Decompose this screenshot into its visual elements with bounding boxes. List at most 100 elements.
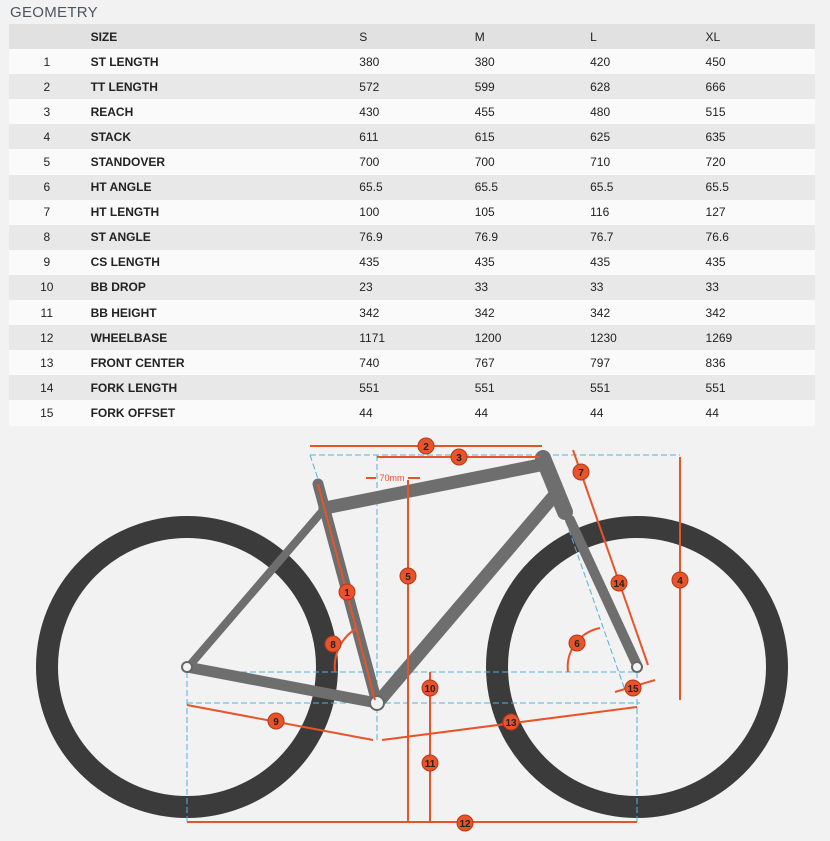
value-l: 76.7 <box>584 224 700 250</box>
marker-label: 14 <box>613 579 625 590</box>
marker-circle <box>502 713 520 731</box>
header-num <box>9 24 85 50</box>
value-l: 435 <box>584 249 700 275</box>
value-xl: 551 <box>699 375 815 401</box>
value-m: 342 <box>468 300 585 326</box>
marker-circle <box>450 448 468 466</box>
value-s: 1171 <box>353 325 469 351</box>
row-label: STACK <box>84 124 354 150</box>
row-label: WHEELBASE <box>84 325 354 351</box>
value-m: 767 <box>468 350 585 376</box>
geometry-table: SIZE S M L XL 1 ST LENGTH 380 380 420 450 2 TT … <box>9 24 815 426</box>
header-l: L <box>584 24 700 50</box>
row-number: 15 <box>9 400 85 426</box>
chainstay <box>181 661 383 709</box>
top-tube <box>318 458 547 515</box>
value-l: 710 <box>584 149 700 175</box>
marker-label: 1 <box>344 588 350 599</box>
marker-label: 2 <box>423 442 429 453</box>
value-xl: 65.5 <box>699 174 815 200</box>
seatstay <box>186 504 329 669</box>
row-label: CS LENGTH <box>84 249 354 275</box>
rear-axle <box>181 661 193 673</box>
marker-circle <box>568 634 586 652</box>
row-label: HT ANGLE <box>84 174 354 200</box>
value-m: 44 <box>468 400 585 426</box>
value-l: 797 <box>584 350 700 376</box>
row-number: 5 <box>9 149 85 175</box>
row-label: ST ANGLE <box>84 224 354 250</box>
value-m: 105 <box>468 199 585 225</box>
marker-circle <box>267 712 285 730</box>
table-row: 2 TT LENGTH 572 599 628 666 <box>9 74 815 100</box>
marker-circle <box>399 567 417 585</box>
head-tube <box>535 450 573 520</box>
value-s: 44 <box>353 400 469 426</box>
value-xl: 342 <box>699 300 815 326</box>
marker-label: 15 <box>627 684 639 695</box>
value-l: 65.5 <box>584 174 700 200</box>
value-s: 23 <box>353 274 469 301</box>
table-row: 12 WHEELBASE 1171 1200 1230 1269 <box>9 325 815 351</box>
marker-circle <box>572 463 590 481</box>
fork <box>565 515 642 670</box>
table-header-row: SIZE S M L XL <box>9 24 815 50</box>
table-row: 8 ST ANGLE 76.9 76.9 76.7 76.6 <box>9 224 815 250</box>
bottom-bracket <box>369 695 385 711</box>
table-row: 1 ST LENGTH 380 380 420 450 <box>9 49 815 75</box>
row-number: 2 <box>9 74 85 100</box>
row-label: STANDOVER <box>84 149 354 175</box>
header-s: S <box>353 24 469 50</box>
value-s: 435 <box>353 249 469 275</box>
header-xl: XL <box>699 24 815 50</box>
row-number: 11 <box>9 300 85 326</box>
offset-label: 70mm <box>379 473 404 483</box>
value-m: 551 <box>468 375 585 401</box>
row-number: 8 <box>9 224 85 250</box>
marker-label: 9 <box>273 717 279 728</box>
value-m: 380 <box>468 49 585 75</box>
marker-circle <box>417 437 435 455</box>
value-m: 700 <box>468 149 585 175</box>
value-s: 572 <box>353 74 469 100</box>
value-m: 33 <box>468 274 585 301</box>
value-s: 551 <box>353 375 469 401</box>
header-size: SIZE <box>84 24 354 50</box>
row-number: 6 <box>9 174 85 200</box>
row-label: FORK LENGTH <box>84 375 354 401</box>
marker-circle <box>338 583 356 601</box>
value-s: 380 <box>353 49 469 75</box>
value-xl: 515 <box>699 99 815 125</box>
row-label: FRONT CENTER <box>84 350 354 376</box>
row-number: 13 <box>9 350 85 376</box>
value-xl: 666 <box>699 74 815 100</box>
value-m: 599 <box>468 74 585 100</box>
value-l: 628 <box>584 74 700 100</box>
value-s: 700 <box>353 149 469 175</box>
value-l: 1230 <box>584 325 700 351</box>
value-m: 65.5 <box>468 174 585 200</box>
section-title: GEOMETRY <box>10 4 98 21</box>
marker-label: 7 <box>578 468 584 479</box>
marker-label: 13 <box>505 718 517 729</box>
table-row: 11 BB HEIGHT 342 342 342 342 <box>9 300 815 326</box>
table-row: 14 FORK LENGTH 551 551 551 551 <box>9 375 815 401</box>
table-row: 7 HT LENGTH 100 105 116 127 <box>9 199 815 225</box>
table-row: 10 BB DROP 23 33 33 33 <box>9 274 815 301</box>
value-s: 342 <box>353 300 469 326</box>
row-label: REACH <box>84 99 354 125</box>
value-m: 76.9 <box>468 224 585 250</box>
row-label: HT LENGTH <box>84 199 354 225</box>
marker-label: 5 <box>405 572 411 583</box>
value-s: 100 <box>353 199 469 225</box>
row-label: FORK OFFSET <box>84 400 354 426</box>
value-m: 455 <box>468 99 585 125</box>
marker-label: 10 <box>424 684 436 695</box>
value-l: 116 <box>584 199 700 225</box>
row-label: TT LENGTH <box>84 74 354 100</box>
row-label: BB DROP <box>84 274 354 301</box>
table-row: 5 STANDOVER 700 700 710 720 <box>9 149 815 175</box>
value-s: 430 <box>353 99 469 125</box>
marker-circle <box>421 679 439 697</box>
